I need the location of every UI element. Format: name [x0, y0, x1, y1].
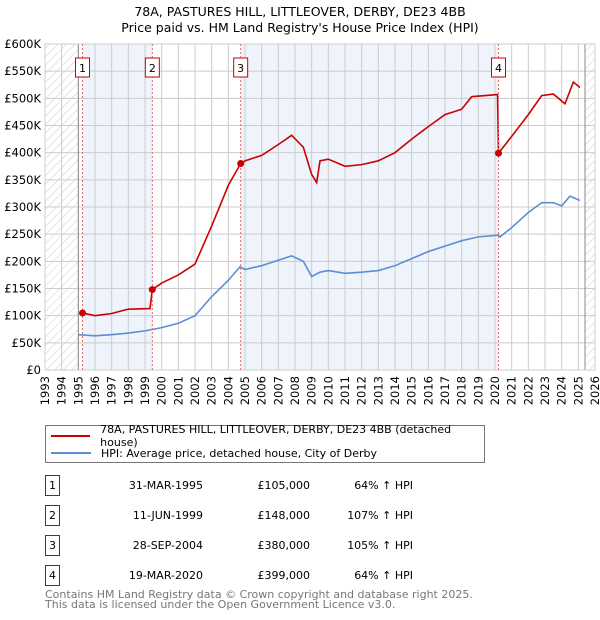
sale-date: 28-SEP-2004: [132, 539, 203, 552]
sale-date: 19-MAR-2020: [128, 569, 203, 582]
legend-label-hpi: HPI: Average price, detached house, City…: [101, 446, 378, 460]
property-price-line: [82, 80, 581, 317]
x-tick-label: 2009: [305, 376, 319, 405]
x-tick-label: 2019: [471, 376, 485, 405]
footer-line-2: This data is licensed under the Open Gov…: [45, 598, 396, 611]
y-tick-label: £50K: [12, 336, 42, 350]
chart-title: 78A, PASTURES HILL, LITTLEOVER, DERBY, D…: [134, 4, 466, 19]
y-tick-label: £500K: [4, 91, 41, 105]
legend: 78A, PASTURES HILL, LITTLEOVER, DERBY, D…: [45, 423, 485, 463]
x-tick-label: 1994: [55, 376, 69, 405]
x-tick-label: 2014: [388, 376, 402, 405]
x-tick-label: 2010: [321, 376, 335, 405]
x-tick-label: 2001: [171, 376, 185, 405]
sale-point: [79, 309, 86, 317]
plot-area: 1 2 3 4 1993 1994 1995 1996 1997 1998 1999 2000 2001…: [4, 37, 600, 405]
sale-date: 31-MAR-1995: [128, 479, 203, 492]
x-tick-label: 1993: [38, 376, 52, 405]
x-tick-label: 1999: [138, 376, 152, 405]
x-tick-label: 2011: [338, 376, 352, 405]
footer: Contains HM Land Registry data © Crown c…: [45, 588, 473, 611]
sale-label: 4: [495, 62, 502, 75]
x-tick-label: 2012: [355, 376, 369, 405]
y-tick-label: £300K: [4, 200, 41, 214]
x-tick-label: 2017: [438, 376, 452, 405]
y-tick-label: £550K: [4, 64, 41, 78]
y-tick-label: £600K: [4, 37, 41, 51]
sale-date: 11-JUN-1999: [132, 509, 203, 522]
y-tick-label: £0: [26, 363, 41, 377]
sale-price: £399,000: [257, 569, 311, 582]
x-tick-label: 2023: [538, 376, 552, 405]
x-tick-label: 2000: [155, 376, 169, 405]
sale-number: 3: [45, 535, 60, 556]
y-tick-label: £350K: [4, 173, 41, 187]
x-tick-label: 2025: [571, 376, 585, 405]
x-tick-label: 2022: [521, 376, 535, 405]
y-tick-label: £100K: [4, 309, 41, 323]
sale-point: [495, 149, 502, 157]
sale-number: 2: [45, 505, 60, 526]
sale-label: 1: [79, 62, 86, 75]
x-tick-label: 1995: [71, 376, 85, 405]
x-tick-label: 2024: [555, 376, 569, 405]
hpi-change: 105% ↑ HPI: [347, 539, 413, 552]
sale-label-box: [75, 57, 90, 78]
hpi-change: 64% ↑ HPI: [354, 479, 413, 492]
sale-number: 4: [45, 565, 60, 586]
y-tick-label: £200K: [4, 254, 41, 268]
y-tick-label: £250K: [4, 227, 41, 241]
sale-price: £148,000: [257, 509, 311, 522]
x-tick-label: 2008: [288, 376, 302, 405]
x-tick-label: 2007: [271, 376, 285, 405]
sale-label-box: [233, 57, 249, 78]
x-tick-label: 2005: [238, 376, 252, 405]
sale-label-box: [144, 57, 160, 78]
x-tick-label: 1997: [105, 376, 119, 405]
sale-label-box: [491, 57, 506, 78]
x-tick-label: 2020: [488, 376, 502, 405]
x-tick-label: 2006: [255, 376, 269, 405]
y-tick-label: £150K: [4, 282, 41, 296]
sale-price: £380,000: [257, 539, 311, 552]
x-tick-label: 2015: [405, 376, 419, 405]
x-tick-label: 2004: [221, 376, 235, 405]
footer-line-1: Contains HM Land Registry data © Crown c…: [45, 588, 473, 601]
sale-label: 3: [237, 62, 244, 75]
x-tick-label: 2002: [188, 376, 202, 405]
sale-point: [148, 286, 156, 294]
hpi-line: [78, 195, 581, 337]
legend-swatch-property: [51, 435, 91, 437]
sale-label: 2: [149, 62, 156, 75]
sale-number: 1: [45, 475, 60, 496]
hpi-change: 107% ↑ HPI: [347, 509, 413, 522]
chart-subtitle: Price paid vs. HM Land Registry's House …: [121, 20, 479, 35]
x-tick-label: 2018: [455, 376, 469, 405]
sale-price: £105,000: [257, 479, 311, 492]
x-tick-label: 2013: [371, 376, 385, 405]
legend-label-property: 78A, PASTURES HILL, LITTLEOVER, DERBY, D…: [100, 423, 452, 449]
y-tick-label: £400K: [4, 146, 41, 160]
legend-swatch-hpi: [51, 452, 91, 454]
x-tick-label: 2021: [505, 376, 519, 405]
plot-border: [44, 43, 596, 371]
y-tick-label: £450K: [4, 119, 41, 133]
x-tick-label: 1996: [88, 376, 102, 405]
x-tick-label: 1998: [121, 376, 135, 405]
hpi-change: 64% ↑ HPI: [354, 569, 413, 582]
sale-point: [237, 160, 245, 168]
x-tick-label: 2003: [205, 376, 219, 405]
x-tick-label: 2016: [421, 376, 435, 405]
x-tick-label: 2026: [588, 376, 600, 405]
